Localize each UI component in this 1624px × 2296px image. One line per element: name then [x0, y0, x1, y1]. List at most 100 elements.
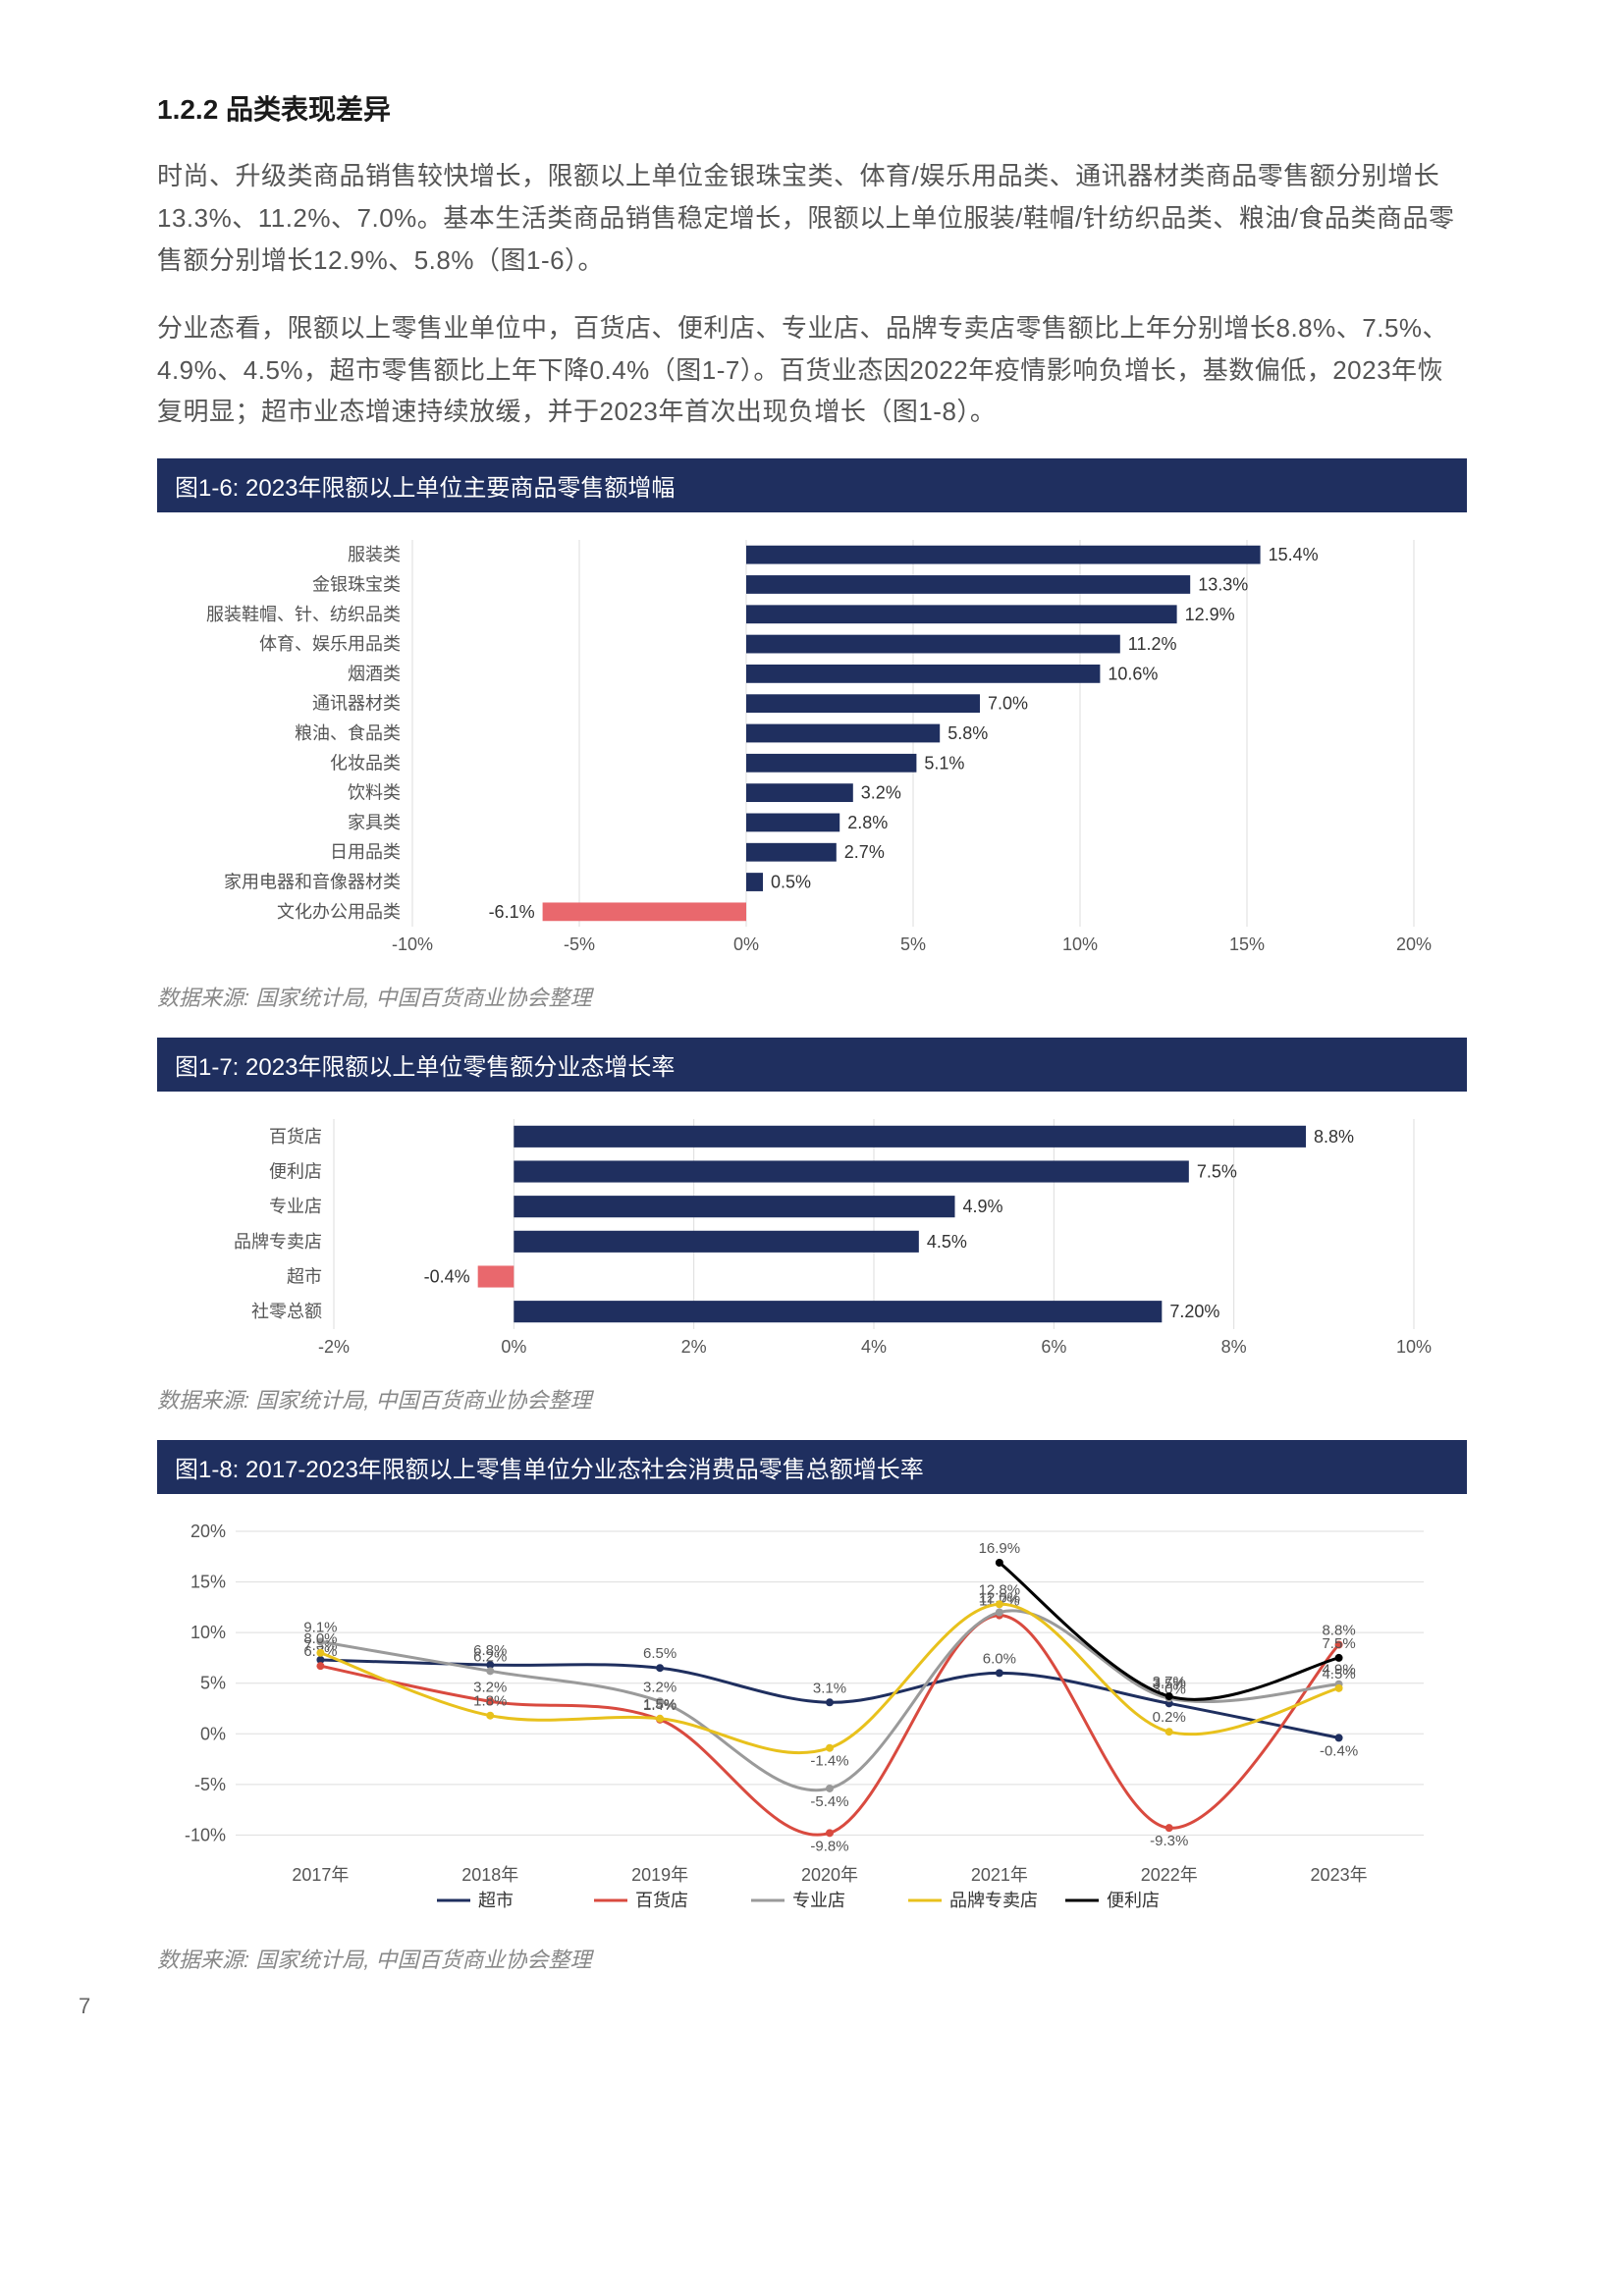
svg-text:超市: 超市 [287, 1267, 322, 1287]
chart18-source: 数据来源: 国家统计局, 中国百货商业协会整理 [157, 1943, 1467, 1974]
svg-text:-5.4%: -5.4% [810, 1793, 848, 1810]
chart18-title: 图1-8: 2017-2023年限额以上零售单位分业态社会消费品零售总额增长率 [157, 1440, 1467, 1494]
svg-text:0.2%: 0.2% [1153, 1710, 1186, 1727]
svg-text:-10%: -10% [185, 1826, 226, 1845]
svg-text:家具类: 家具类 [348, 813, 401, 832]
svg-text:-0.4%: -0.4% [424, 1267, 470, 1287]
svg-text:15%: 15% [1229, 934, 1265, 954]
svg-text:-9.8%: -9.8% [810, 1839, 848, 1855]
svg-text:家用电器和音像器材类: 家用电器和音像器材类 [224, 873, 401, 892]
svg-text:0%: 0% [501, 1337, 526, 1357]
svg-text:2.8%: 2.8% [847, 813, 888, 832]
svg-text:百货店: 百货店 [269, 1127, 322, 1147]
svg-text:饮料类: 饮料类 [348, 783, 401, 803]
svg-text:-6.1%: -6.1% [489, 902, 535, 922]
page-number: 7 [79, 1994, 90, 2019]
svg-text:4.5%: 4.5% [1322, 1666, 1355, 1682]
svg-text:服装鞋帽、针、纺织品类: 服装鞋帽、针、纺织品类 [206, 605, 401, 624]
svg-text:10.6%: 10.6% [1108, 665, 1158, 684]
paragraph-2: 分业态看，限额以上零售业单位中，百货店、便利店、专业店、品牌专卖店零售额比上年分… [157, 307, 1467, 434]
chart18: -10% -5% 0% 5% 10% 15% 20% 2017年 2018年 2019年 2020年… [157, 1512, 1467, 1929]
chart17-title: 图1-7: 2023年限额以上单位零售额分业态增长率 [157, 1038, 1467, 1092]
svg-text:10%: 10% [1062, 934, 1098, 954]
svg-text:10%: 10% [1396, 1337, 1432, 1357]
svg-text:6.0%: 6.0% [983, 1651, 1016, 1668]
svg-text:11.2%: 11.2% [1128, 634, 1177, 654]
svg-text:1.5%: 1.5% [643, 1696, 677, 1713]
svg-text:8%: 8% [1221, 1337, 1247, 1357]
svg-text:7.20%: 7.20% [1169, 1303, 1219, 1322]
svg-text:金银珠宝类: 金银珠宝类 [312, 575, 401, 595]
chart16: -10% -5% 0% 5% 10% 15% 20% 服装类 15.4% 金银珠宝类 13.3% 服装… [157, 530, 1467, 967]
paragraph-1: 时尚、升级类商品销售较快增长，限额以上单位金银珠宝类、体育/娱乐用品类、通讯器材… [157, 155, 1467, 282]
chart16-title: 图1-6: 2023年限额以上单位主要商品零售额增幅 [157, 458, 1467, 512]
svg-text:社零总额: 社零总额 [251, 1303, 322, 1322]
svg-text:超市: 超市 [478, 1891, 514, 1910]
svg-text:2.7%: 2.7% [844, 843, 885, 863]
svg-text:3.2%: 3.2% [643, 1680, 677, 1696]
svg-text:化妆品类: 化妆品类 [330, 754, 401, 774]
svg-text:-0.4%: -0.4% [1320, 1743, 1358, 1760]
svg-text:专业店: 专业店 [792, 1891, 845, 1910]
svg-text:2023年: 2023年 [1311, 1865, 1368, 1885]
svg-text:5%: 5% [200, 1674, 226, 1693]
svg-text:6%: 6% [1041, 1337, 1066, 1357]
svg-text:-9.3%: -9.3% [1150, 1834, 1188, 1850]
svg-text:3.7%: 3.7% [1153, 1674, 1186, 1690]
svg-text:-1.4%: -1.4% [810, 1753, 848, 1770]
section-heading: 1.2.2 品类表现差异 [157, 88, 1467, 128]
svg-text:4%: 4% [861, 1337, 887, 1357]
svg-text:-5%: -5% [564, 934, 595, 954]
svg-text:2020年: 2020年 [801, 1865, 858, 1885]
svg-text:日用品类: 日用品类 [330, 843, 401, 863]
svg-text:3.2%: 3.2% [861, 783, 901, 803]
svg-text:文化办公用品类: 文化办公用品类 [277, 902, 401, 922]
svg-text:2%: 2% [681, 1337, 707, 1357]
svg-text:8.0%: 8.0% [303, 1630, 337, 1647]
svg-text:15%: 15% [190, 1573, 226, 1592]
svg-text:7.5%: 7.5% [1322, 1635, 1355, 1652]
svg-text:粮油、食品类: 粮油、食品类 [295, 723, 401, 743]
svg-text:7.0%: 7.0% [988, 694, 1028, 714]
svg-text:15.4%: 15.4% [1269, 545, 1319, 564]
svg-text:2017年: 2017年 [292, 1865, 349, 1885]
svg-text:2019年: 2019年 [631, 1865, 688, 1885]
svg-text:20%: 20% [190, 1522, 226, 1541]
svg-text:7.5%: 7.5% [1197, 1162, 1237, 1182]
svg-text:1.8%: 1.8% [473, 1693, 507, 1710]
svg-text:8.8%: 8.8% [1314, 1127, 1354, 1147]
svg-text:体育、娱乐用品类: 体育、娱乐用品类 [259, 634, 401, 654]
svg-text:4.5%: 4.5% [927, 1232, 967, 1252]
svg-text:品牌专卖店: 品牌专卖店 [949, 1891, 1038, 1910]
svg-text:5%: 5% [900, 934, 926, 954]
svg-text:0%: 0% [733, 934, 759, 954]
chart16-source: 数据来源: 国家统计局, 中国百货商业协会整理 [157, 981, 1467, 1012]
svg-text:5.1%: 5.1% [924, 754, 964, 774]
svg-text:专业店: 专业店 [269, 1198, 322, 1217]
svg-text:20%: 20% [1396, 934, 1432, 954]
svg-text:3.1%: 3.1% [813, 1681, 846, 1697]
svg-text:10%: 10% [190, 1623, 226, 1642]
svg-text:-10%: -10% [392, 934, 433, 954]
svg-text:12.8%: 12.8% [979, 1582, 1021, 1599]
svg-text:通讯器材类: 通讯器材类 [312, 694, 401, 714]
svg-text:百货店: 百货店 [635, 1891, 688, 1910]
svg-text:-2%: -2% [318, 1337, 350, 1357]
svg-text:2022年: 2022年 [1141, 1865, 1198, 1885]
svg-text:6.2%: 6.2% [473, 1649, 507, 1666]
svg-text:服装类: 服装类 [348, 545, 401, 564]
chart17-source: 数据来源: 国家统计局, 中国百货商业协会整理 [157, 1383, 1467, 1415]
svg-text:便利店: 便利店 [1107, 1891, 1160, 1910]
svg-text:0.5%: 0.5% [771, 873, 811, 892]
svg-text:0%: 0% [200, 1725, 226, 1744]
svg-text:16.9%: 16.9% [979, 1540, 1021, 1557]
svg-text:12.9%: 12.9% [1185, 605, 1235, 624]
svg-text:便利店: 便利店 [269, 1162, 322, 1182]
svg-text:4.9%: 4.9% [963, 1198, 1003, 1217]
svg-text:5.8%: 5.8% [947, 723, 988, 743]
svg-text:2018年: 2018年 [461, 1865, 518, 1885]
svg-text:-5%: -5% [194, 1775, 226, 1794]
svg-text:13.3%: 13.3% [1198, 575, 1248, 595]
chart17: -2%0%2%4%6%8%10%百货店8.8%便利店7.5%专业店4.9%品牌专… [157, 1109, 1467, 1369]
svg-text:2021年: 2021年 [971, 1865, 1028, 1885]
